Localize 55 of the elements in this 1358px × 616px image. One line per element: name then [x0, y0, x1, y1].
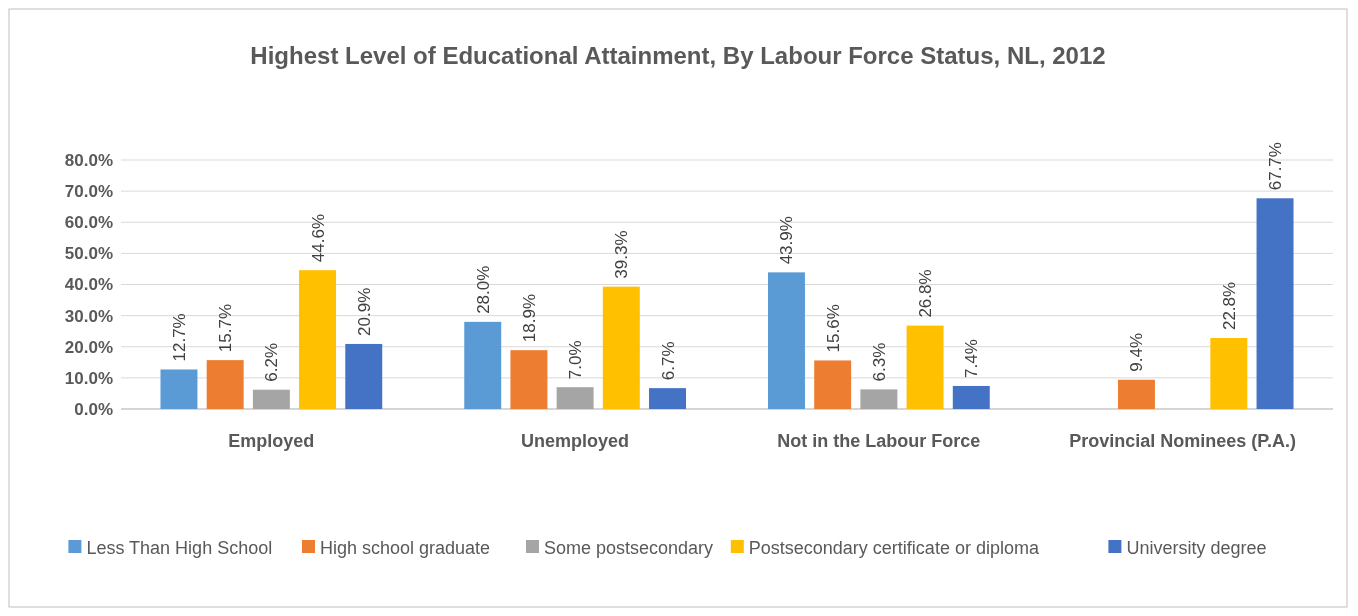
y-tick-label: 60.0% — [64, 213, 113, 233]
y-tick-label: 50.0% — [64, 244, 113, 264]
bar — [1256, 198, 1294, 409]
legend-label: Postsecondary certificate or diploma — [748, 538, 1040, 559]
bar — [814, 360, 852, 409]
data-label: 28.0% — [473, 265, 493, 314]
data-label: 20.9% — [354, 287, 374, 336]
legend-label: Some postsecondary — [544, 538, 714, 559]
data-label: 12.7% — [169, 313, 189, 362]
y-tick-label: 30.0% — [64, 306, 113, 326]
bar — [160, 369, 198, 409]
bar — [1117, 379, 1155, 409]
data-label: 6.3% — [869, 342, 889, 382]
data-label: 7.4% — [962, 339, 982, 378]
y-tick-label: 70.0% — [64, 182, 113, 202]
y-tick-label: 10.0% — [64, 368, 113, 388]
data-label: 7.0% — [566, 340, 586, 380]
legend-label: Less Than High School — [86, 538, 273, 559]
bar — [860, 389, 898, 409]
data-label: 15.7% — [216, 303, 236, 353]
bar — [602, 286, 640, 409]
data-label: 22.8% — [1219, 281, 1239, 331]
y-tick-label: 40.0% — [64, 275, 113, 295]
bar — [464, 321, 502, 409]
data-label: 26.8% — [916, 269, 936, 318]
legend-label: High school graduate — [320, 538, 491, 559]
data-label: 6.7% — [658, 341, 678, 381]
bar — [299, 270, 337, 409]
bar — [906, 325, 944, 409]
legend-label: University degree — [1126, 538, 1267, 559]
y-tick-label: 80.0% — [64, 150, 113, 170]
bar — [206, 360, 244, 409]
bar — [952, 385, 990, 409]
data-label: 9.4% — [1127, 332, 1147, 372]
bar — [556, 387, 594, 409]
x-tick-label: Employed — [228, 431, 315, 451]
bar — [345, 343, 383, 409]
data-label: 44.6% — [308, 213, 328, 263]
y-tick-label: 20.0% — [64, 337, 113, 357]
bar — [252, 389, 290, 409]
data-label: 6.2% — [262, 342, 282, 382]
bar — [1210, 338, 1248, 409]
chart-title: Highest Level of Educational Attainment, By Labour Force Status, NL, 2012 — [250, 42, 1106, 69]
data-label: 43.9% — [777, 216, 797, 265]
bar — [768, 272, 805, 409]
bar — [649, 388, 686, 409]
bar — [510, 350, 548, 409]
data-label: 15.6% — [823, 304, 843, 353]
data-label: 39.3% — [612, 230, 632, 279]
x-tick-label: Not in the Labour Force — [777, 431, 981, 451]
x-tick-label: Unemployed — [521, 431, 630, 451]
data-label: 18.9% — [519, 293, 539, 343]
x-tick-label: Provincial Nominees (P.A.) — [1069, 431, 1297, 451]
y-tick-label: 0.0% — [74, 399, 113, 419]
data-label: 67.7% — [1266, 142, 1286, 191]
